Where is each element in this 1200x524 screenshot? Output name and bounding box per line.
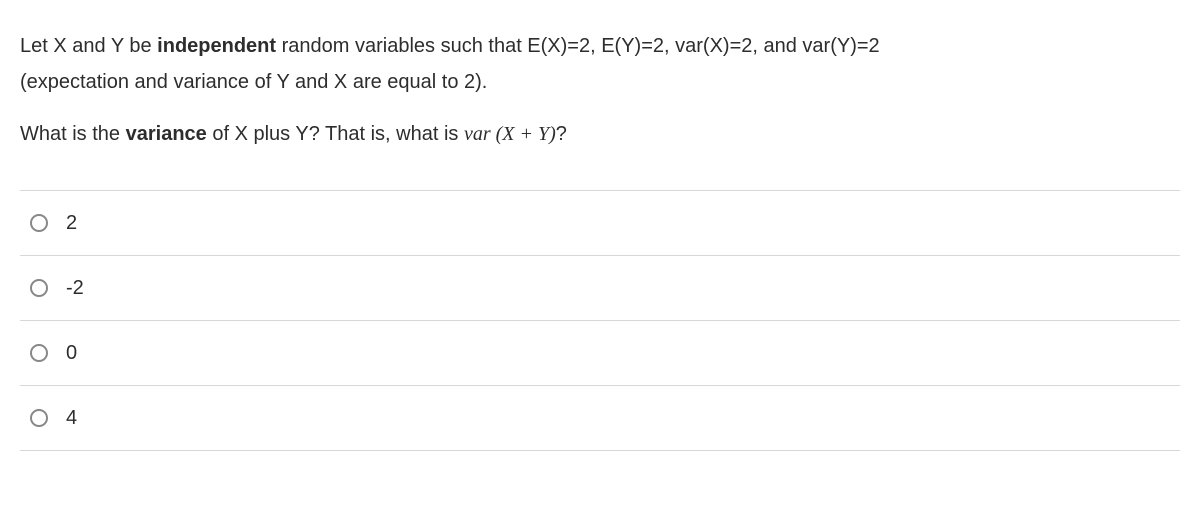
radio-icon xyxy=(30,214,48,232)
option-label: 0 xyxy=(66,337,77,369)
math-expr: (X + Y) xyxy=(491,123,556,145)
question-line-3: What is the variance of X plus Y? That i… xyxy=(20,118,1180,150)
text-fragment: Let X and Y be xyxy=(20,35,157,57)
option-row[interactable]: 4 xyxy=(20,386,1180,451)
option-row[interactable]: -2 xyxy=(20,256,1180,321)
question-text: Let X and Y be independent random variab… xyxy=(20,30,1180,150)
bold-word: variance xyxy=(126,123,207,145)
option-row[interactable]: 2 xyxy=(20,191,1180,256)
radio-icon xyxy=(30,409,48,427)
radio-icon xyxy=(30,279,48,297)
text-fragment: ? xyxy=(556,123,567,145)
radio-icon xyxy=(30,344,48,362)
option-label: 4 xyxy=(66,402,77,434)
option-label: -2 xyxy=(66,272,84,304)
option-row[interactable]: 0 xyxy=(20,321,1180,386)
text-fragment: random variables such that E(X)=2, E(Y)=… xyxy=(276,35,880,57)
bold-word: independent xyxy=(157,35,276,57)
question-line-2: (expectation and variance of Y and X are… xyxy=(20,66,1180,98)
math-var: var xyxy=(464,123,491,145)
option-label: 2 xyxy=(66,207,77,239)
options-list: 2 -2 0 4 xyxy=(20,190,1180,451)
question-line-1: Let X and Y be independent random variab… xyxy=(20,30,1180,62)
text-fragment: What is the xyxy=(20,123,126,145)
text-fragment: of X plus Y? That is, what is xyxy=(207,123,464,145)
